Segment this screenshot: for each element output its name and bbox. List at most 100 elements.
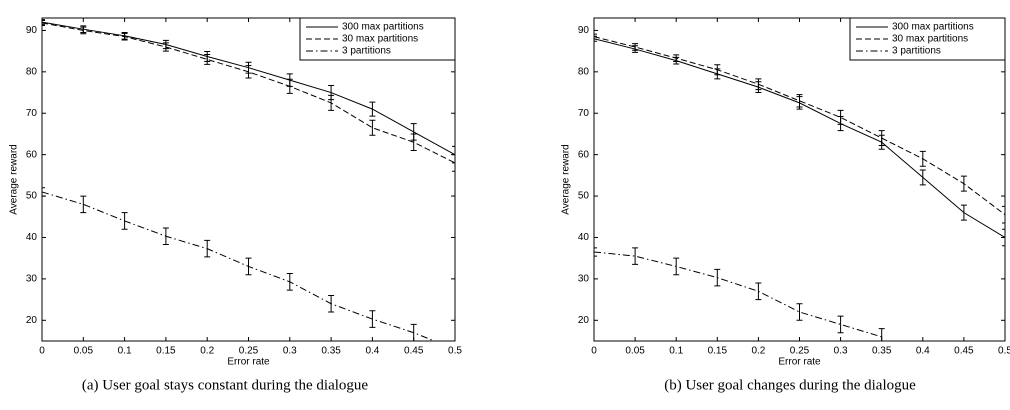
error-bar	[410, 323, 417, 341]
error-bar	[919, 150, 926, 167]
legend-label: 3 partitions	[892, 46, 941, 57]
error-bar	[673, 257, 680, 276]
series-line	[594, 36, 1005, 216]
legend-label: 300 max partitions	[342, 22, 424, 33]
x-tick-label: 0	[39, 346, 45, 357]
error-bar	[796, 94, 803, 108]
x-tick-label: 0.3	[834, 346, 848, 357]
y-tick-label: 70	[26, 108, 38, 119]
legend-label: 30 max partitions	[892, 34, 968, 45]
y-tick-label: 20	[26, 315, 38, 326]
error-bar	[632, 43, 639, 51]
error-bar	[204, 239, 211, 258]
error-bar	[452, 145, 455, 164]
error-bar	[878, 328, 885, 341]
x-tick-label: 0.05	[74, 346, 94, 357]
caption: (a) User goal stays constant during the …	[82, 377, 369, 393]
error-bar	[673, 54, 680, 62]
error-bar	[1002, 228, 1005, 247]
error-bar	[121, 32, 128, 41]
y-tick-label: 70	[578, 108, 590, 119]
x-tick-label: 0.25	[239, 346, 259, 357]
plot-frame	[593, 17, 1006, 342]
plot-area	[594, 33, 1005, 341]
error-bar	[42, 19, 45, 26]
error-bar	[42, 187, 45, 197]
x-tick-label: 0.3	[283, 346, 297, 357]
error-bar	[796, 303, 803, 321]
error-bar	[80, 26, 87, 35]
error-bar	[919, 169, 926, 186]
error-bar	[632, 247, 639, 265]
error-bar	[878, 130, 885, 147]
y-tick-label: 40	[26, 232, 38, 243]
x-tick-label: 0.5	[448, 346, 462, 357]
error-bar	[714, 64, 721, 76]
chart: 0 0.05 0.1 0.15 0.2 0.25 0.3 0.35 0.4 0.45 0.5 20 30…	[9, 17, 462, 393]
error-bar	[837, 315, 844, 334]
y-tick-label: 60	[578, 149, 590, 160]
x-tick-label: 0.4	[916, 346, 930, 357]
y-axis-label: Average reward	[9, 144, 20, 214]
chart: 0 0.05 0.1 0.15 0.2 0.25 0.3 0.35 0.4 0.45 0.5 20 30…	[561, 17, 1010, 393]
error-bar	[594, 247, 597, 257]
x-tick-label: 0.45	[404, 346, 424, 357]
y-tick-label: 90	[26, 25, 38, 36]
error-bar	[452, 154, 455, 172]
y-tick-label: 60	[26, 149, 38, 160]
error-bar	[328, 294, 335, 313]
error-bar	[42, 19, 45, 26]
series-line	[594, 38, 1005, 238]
y-tick-label: 40	[578, 232, 590, 243]
x-tick-label: 0.2	[200, 346, 214, 357]
caption: (b) User goal changes during the dialogu…	[664, 377, 916, 393]
x-tick-label: 0	[591, 346, 597, 357]
series-line	[594, 251, 882, 338]
error-bar	[286, 273, 293, 291]
error-bar	[594, 35, 597, 42]
error-bar	[410, 133, 417, 152]
x-axis-label: Error rate	[227, 357, 270, 368]
y-tick-label: 30	[26, 274, 38, 285]
error-bar	[286, 78, 293, 94]
x-tick-label: 0.15	[156, 346, 176, 357]
x-axis-label: Error rate	[778, 357, 821, 368]
y-tick-label: 20	[578, 315, 590, 326]
error-bar	[594, 33, 597, 40]
x-tick-label: 0.15	[708, 346, 728, 357]
error-bar	[162, 42, 169, 52]
x-tick-label: 0.25	[790, 346, 810, 357]
x-tick-label: 0.5	[998, 346, 1010, 357]
error-bar	[245, 257, 252, 276]
x-tick-label: 0.4	[365, 346, 379, 357]
x-tick-label: 0.1	[118, 346, 132, 357]
y-tick-label: 90	[578, 25, 590, 36]
error-bar	[162, 227, 169, 246]
error-bar	[245, 65, 252, 79]
error-bar	[121, 212, 128, 230]
x-tick-label: 0.45	[954, 346, 974, 357]
y-tick-label: 50	[26, 191, 38, 202]
error-bar	[837, 109, 844, 125]
y-tick-label: 80	[26, 66, 38, 77]
x-tick-label: 0.1	[669, 346, 683, 357]
plot-area	[42, 19, 455, 341]
legend-label: 30 max partitions	[342, 34, 418, 45]
legend-label: 300 max partitions	[892, 22, 974, 33]
y-tick-label: 30	[578, 274, 590, 285]
legend-label: 3 partitions	[342, 46, 391, 57]
error-bar	[714, 268, 721, 287]
y-tick-label: 50	[578, 191, 590, 202]
x-tick-label: 0.2	[751, 346, 765, 357]
error-bar	[1002, 205, 1005, 224]
error-bar	[960, 175, 967, 192]
error-bar	[960, 204, 967, 221]
x-tick-label: 0.05	[625, 346, 645, 357]
error-bar	[369, 310, 376, 328]
x-tick-label: 0.35	[872, 346, 892, 357]
error-bar	[369, 119, 376, 136]
error-bar	[328, 94, 335, 111]
error-bar	[369, 101, 376, 117]
